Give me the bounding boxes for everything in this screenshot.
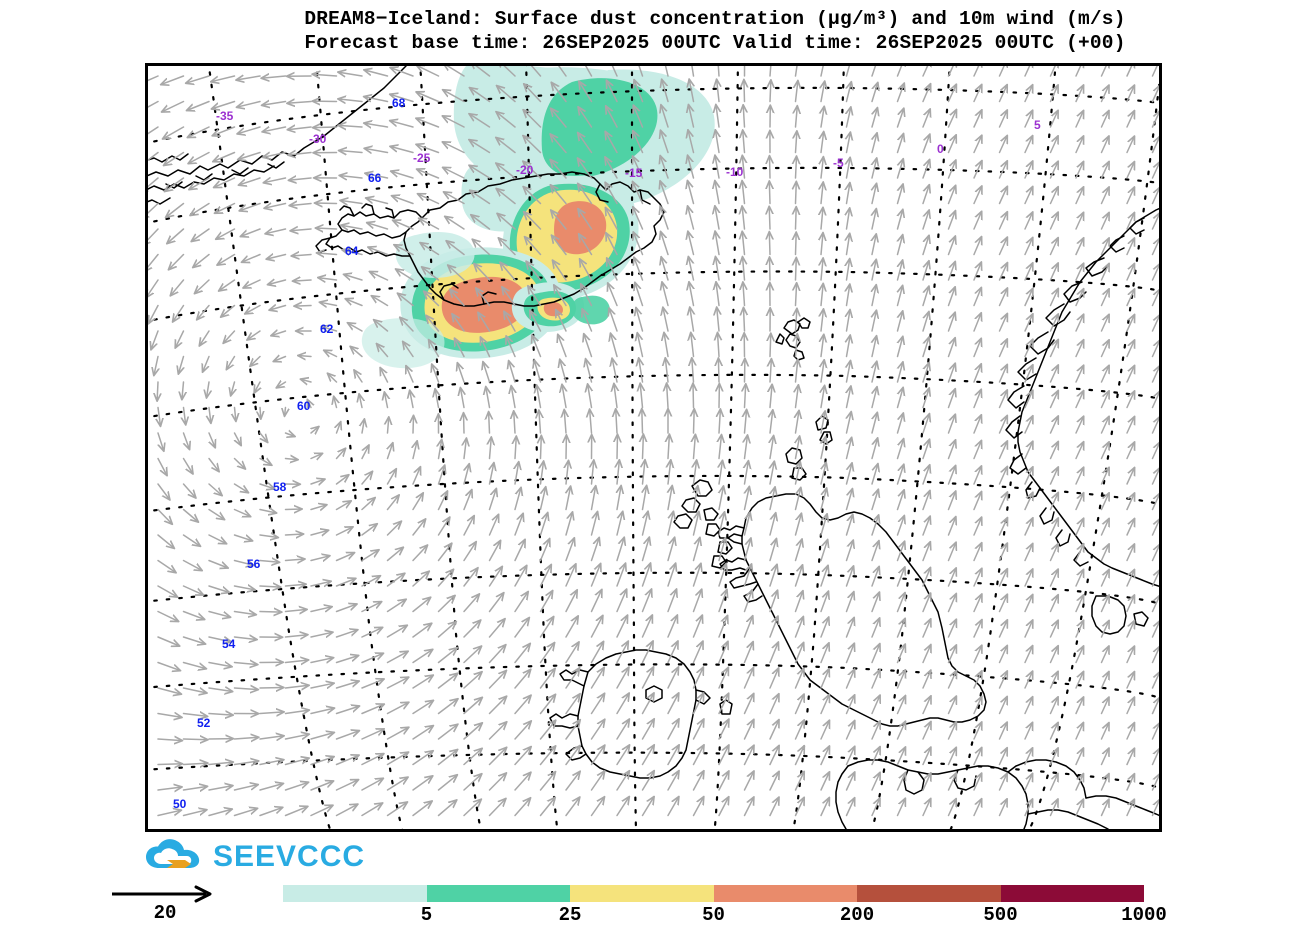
dust-colorbar[interactable] xyxy=(283,885,1144,902)
wind-scale-value: 20 xyxy=(110,902,220,924)
lat-label-54: 54 xyxy=(222,637,235,651)
wind-scale-legend: 20 xyxy=(110,884,230,924)
seevccc-logo: SEEVCCC xyxy=(145,836,365,878)
colorbar-segment xyxy=(283,885,427,902)
map-canvas xyxy=(148,66,1159,829)
lon-label--35: -35 xyxy=(216,109,233,123)
colorbar-tick-50: 50 xyxy=(702,904,725,926)
title-line-variable: DREAM8−Iceland: Surface dust concentrati… xyxy=(145,8,1285,32)
lon-label--25: -25 xyxy=(413,151,430,165)
wind-scale-arrow xyxy=(110,884,230,904)
forecast-map[interactable]: -35 -30 -25 -20 -15 -10 -5 0 5 68 66 64 … xyxy=(145,63,1162,832)
colorbar-segment xyxy=(1001,885,1145,902)
lon-label-0: 0 xyxy=(937,142,944,156)
title-line-times: Forecast base time: 26SEP2025 00UTC Vali… xyxy=(145,32,1285,56)
lon-label--30: -30 xyxy=(309,132,326,146)
colorbar-tick-5: 5 xyxy=(421,904,432,926)
lat-label-52: 52 xyxy=(197,716,210,730)
colorbar-segment xyxy=(427,885,571,902)
colorbar-tick-500: 500 xyxy=(983,904,1017,926)
logo-text: SEEVCCC xyxy=(213,840,365,874)
lon-label-5: 5 xyxy=(1034,118,1041,132)
colorbar-segment xyxy=(570,885,714,902)
lat-label-68: 68 xyxy=(392,96,405,110)
lon-label--10: -10 xyxy=(726,165,743,179)
cloud-icon xyxy=(145,838,205,876)
lon-label--5: -5 xyxy=(833,156,844,170)
colorbar-segment xyxy=(714,885,858,902)
colorbar-tick-1000: 1000 xyxy=(1121,904,1167,926)
lat-label-56: 56 xyxy=(247,557,260,571)
lat-label-50: 50 xyxy=(173,797,186,811)
lat-label-58: 58 xyxy=(273,480,286,494)
lon-label--15: -15 xyxy=(625,166,642,180)
lat-label-64: 64 xyxy=(345,244,358,258)
lat-label-60: 60 xyxy=(297,399,310,413)
lon-label--20: -20 xyxy=(516,163,533,177)
colorbar-tick-25: 25 xyxy=(559,904,582,926)
colorbar-segment xyxy=(857,885,1001,902)
lat-label-62: 62 xyxy=(320,322,333,336)
colorbar-tick-200: 200 xyxy=(840,904,874,926)
lat-label-66: 66 xyxy=(368,171,381,185)
page-title: DREAM8−Iceland: Surface dust concentrati… xyxy=(145,8,1285,56)
